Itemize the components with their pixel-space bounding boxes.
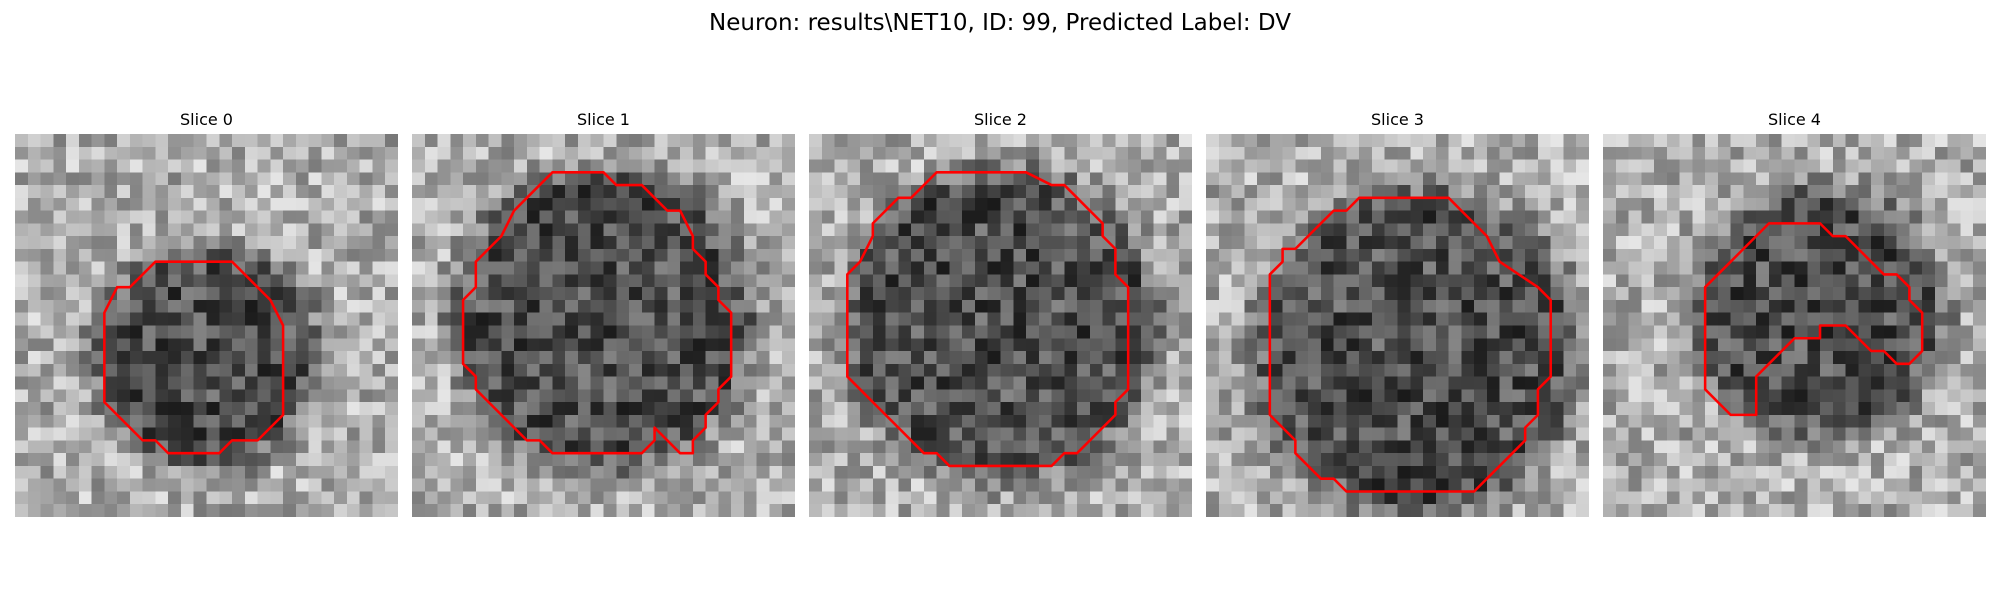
segmentation-contour-overlay [846,171,1130,468]
segmentation-contour-overlay [1268,196,1552,493]
slice-panel-1: Slice 1 [412,108,795,517]
slice-panel-0: Slice 0 [15,108,398,517]
figure-title: Neuron: results\NET10, ID: 99, Predicted… [709,10,1291,36]
slice-panel-4: Slice 4 [1603,108,1986,517]
segmentation-contour-overlay [1703,222,1924,417]
segmentation-contour-overlay [461,171,733,455]
slice-title: Slice 4 [1768,110,1821,129]
slice-title: Slice 0 [180,110,233,129]
contour-polygon [1268,196,1552,493]
contour-polygon [1703,222,1924,417]
segmentation-contour-overlay [103,260,285,455]
slice-title: Slice 1 [577,110,630,129]
slice-panel-3: Slice 3 [1206,108,1589,517]
contour-polygon [461,171,733,455]
contour-polygon [846,171,1130,468]
slice-panel-2: Slice 2 [809,108,1192,517]
contour-polygon [103,260,285,455]
slice-title: Slice 2 [974,110,1027,129]
slice-title: Slice 3 [1371,110,1424,129]
